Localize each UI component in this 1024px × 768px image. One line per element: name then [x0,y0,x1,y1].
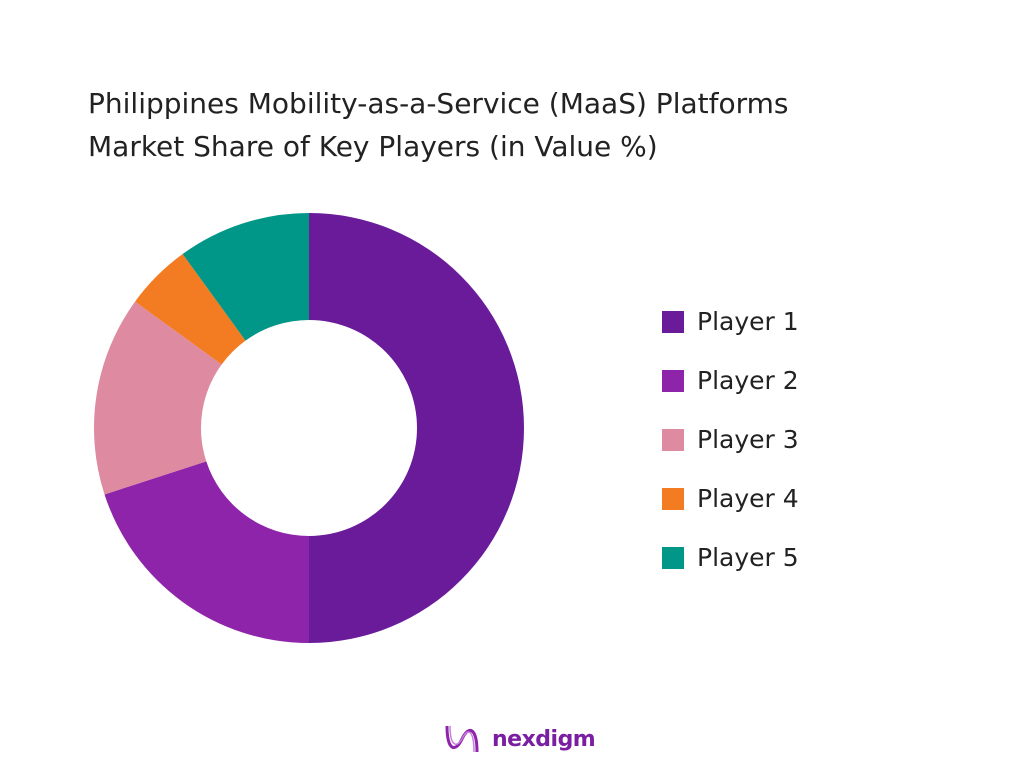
donut-slice-player-4 [135,254,246,365]
legend-swatch [662,369,684,392]
legend-label: Player 5 [697,543,799,572]
brand-logo: nexdigm [444,722,596,756]
legend-item-player-2: Player 2 [662,351,799,410]
legend-swatch [662,487,684,510]
legend-item-player-1: Player 1 [662,292,799,351]
legend-label: Player 4 [697,484,799,513]
chart-title-line-1: Philippines Mobility-as-a-Service (MaaS)… [88,87,789,120]
chart-title: Philippines Mobility-as-a-Service (MaaS)… [88,82,788,168]
legend-swatch [662,546,684,569]
chart-title-line-2: Market Share of Key Players (in Value %) [88,130,658,163]
donut-slice-player-2 [104,461,309,643]
legend-swatch [662,428,684,451]
legend-item-player-5: Player 5 [662,528,799,587]
brand-name: nexdigm [492,726,596,752]
donut-slice-player-1 [309,213,524,643]
nexdigm-logo-icon [445,725,479,753]
donut-slice-player-5 [182,213,309,341]
legend-item-player-4: Player 4 [662,469,799,528]
legend: Player 1 Player 2 Player 3 Player 4 Play… [662,292,799,587]
legend-label: Player 3 [697,425,799,454]
legend-label: Player 1 [697,307,799,336]
legend-item-player-3: Player 3 [662,410,799,469]
legend-label: Player 2 [697,366,799,395]
legend-swatch [662,310,684,333]
donut-slice-player-3 [93,301,222,495]
